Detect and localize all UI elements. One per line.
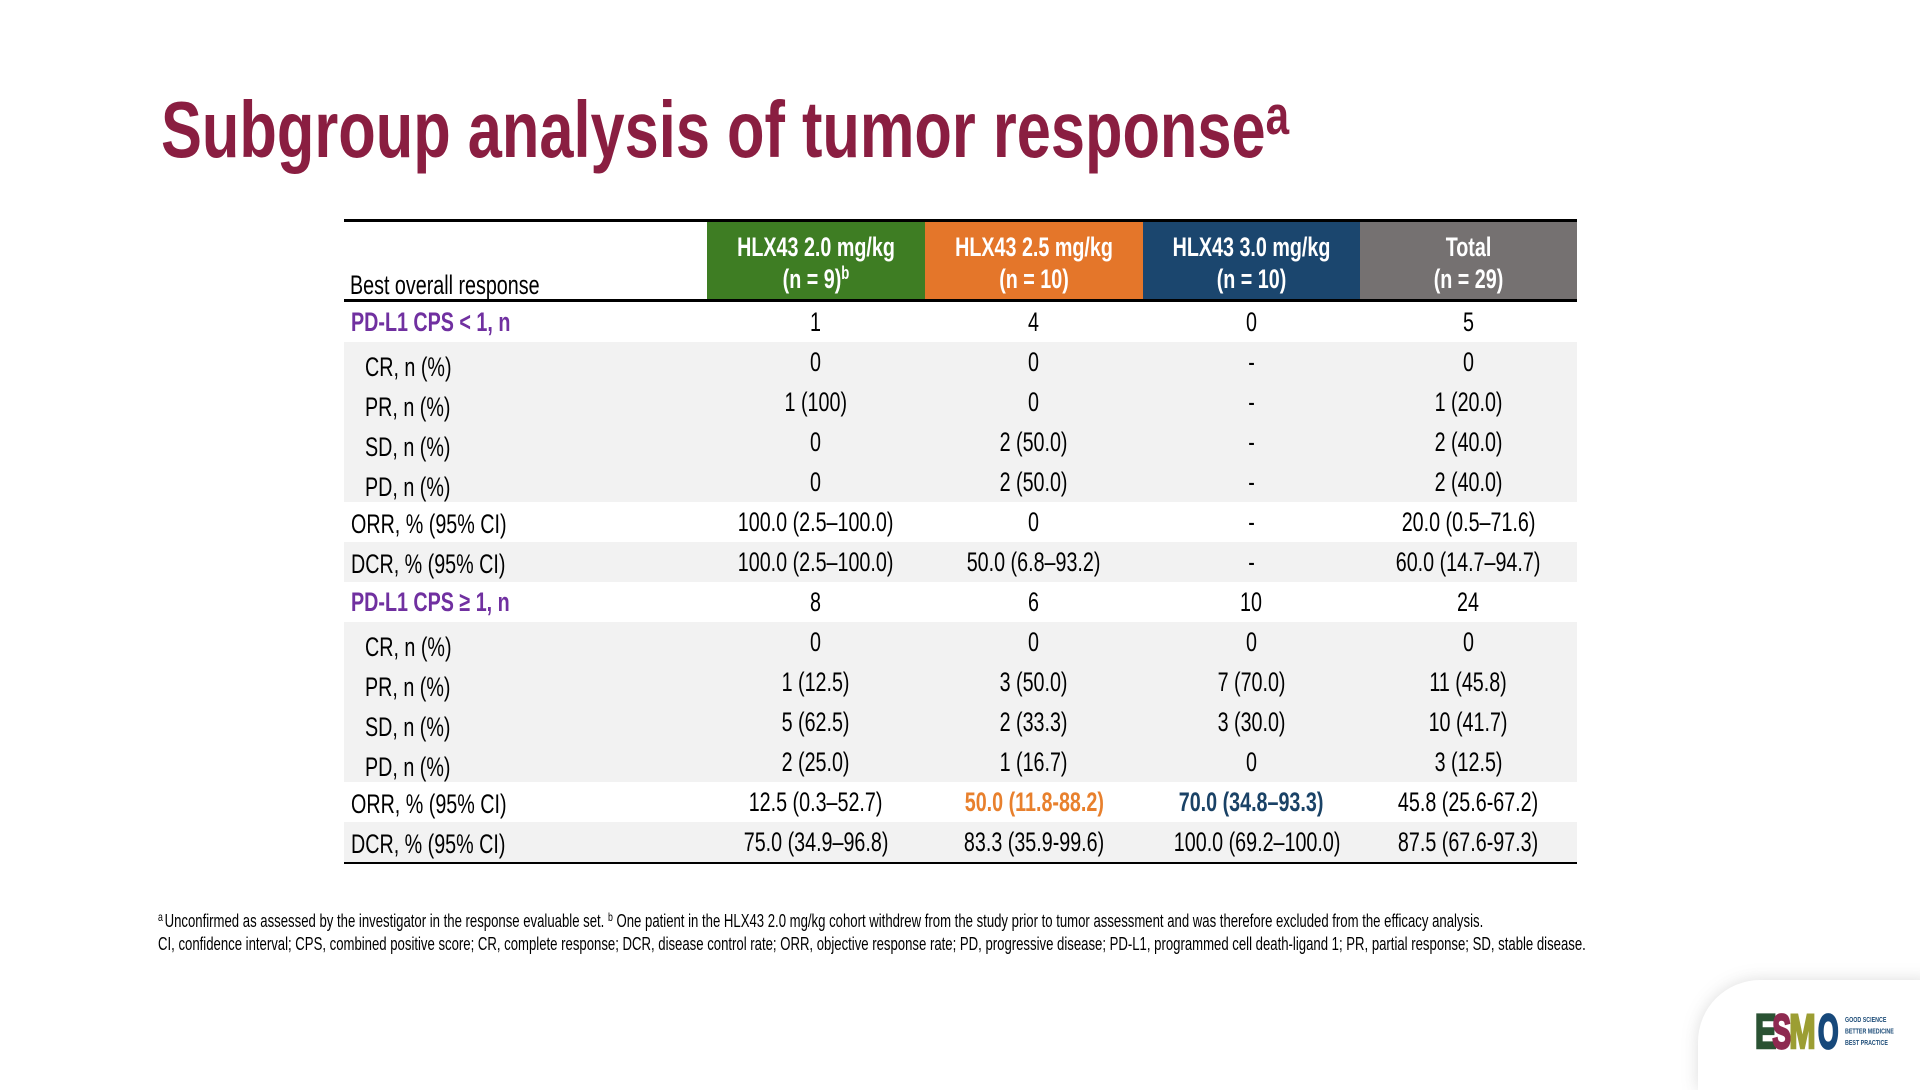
svg-text:O: O (1818, 1005, 1839, 1058)
svg-text:M: M (1789, 1004, 1815, 1058)
svg-text:S: S (1772, 1005, 1791, 1059)
svg-text:E: E (1755, 1004, 1776, 1058)
